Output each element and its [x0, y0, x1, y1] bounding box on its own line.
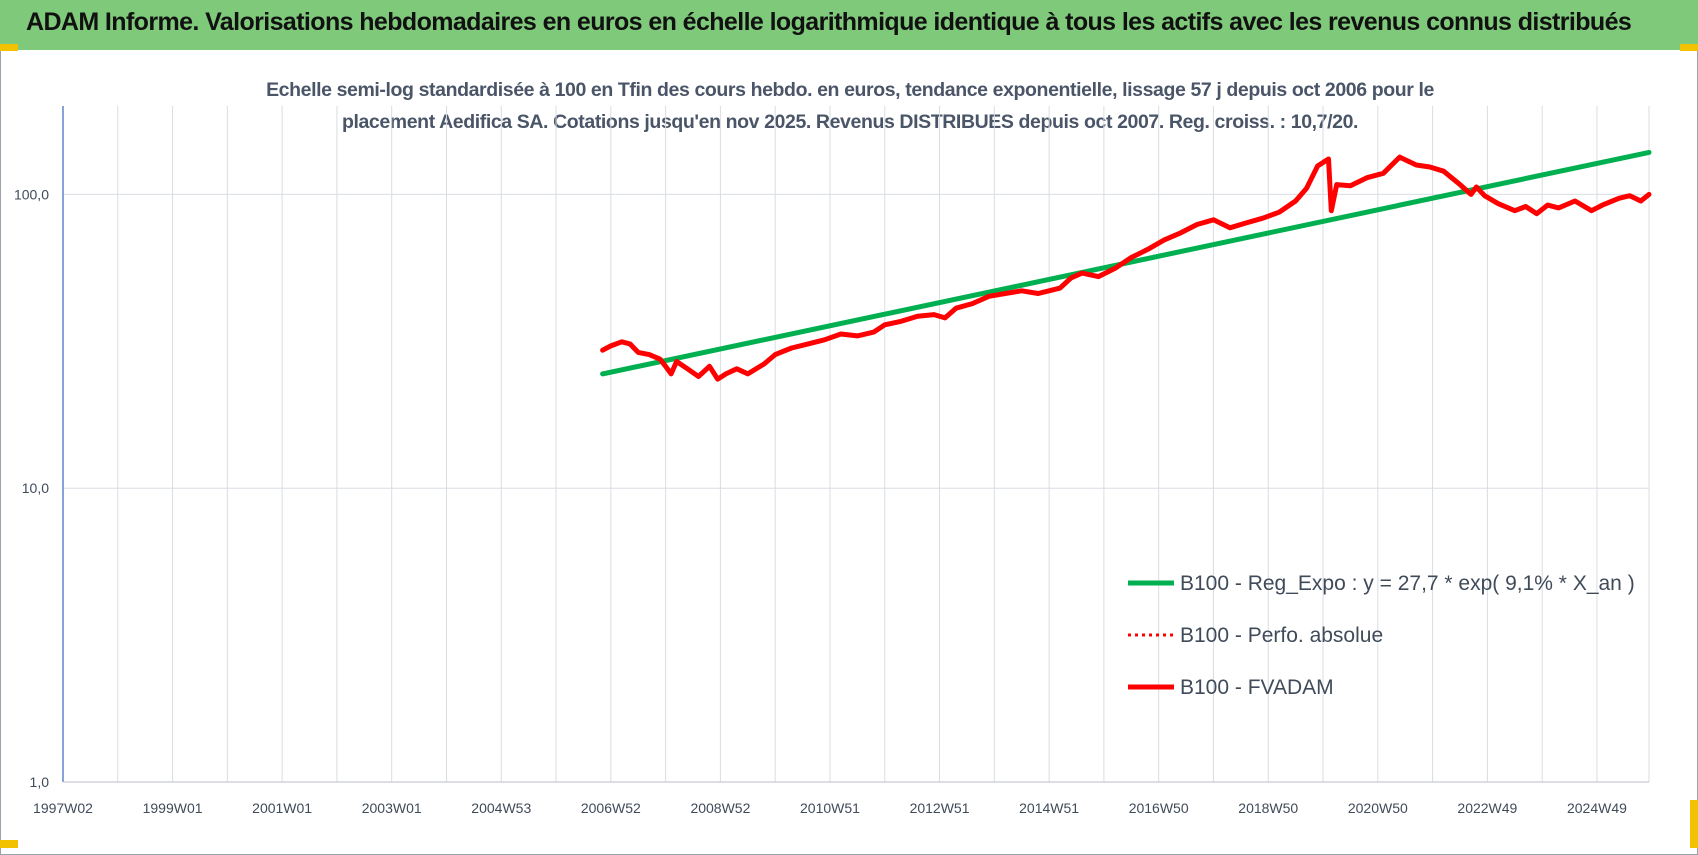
axes: 1997W02 1999W01 2001W01 2003W01 2004W53 2006W… — [14, 106, 1649, 816]
grid-lines — [62, 106, 1650, 783]
y-tick-label: 1,0 — [30, 774, 50, 790]
chart-title-line-1: Echelle semi-log standardisée à 100 en T… — [266, 79, 1434, 101]
x-tick-label: 2006W52 — [581, 800, 641, 816]
x-tick-label: 2012W51 — [910, 800, 970, 816]
x-tick-label: 1997W02 — [33, 800, 93, 816]
x-tick-label: 2020W50 — [1348, 800, 1408, 816]
series-layer — [600, 149, 1652, 382]
legend: B100 - Reg_Expo : y = 27,7 * exp( 9,1% *… — [1128, 572, 1635, 699]
legend-label-1: B100 - Reg_Expo : y = 27,7 * exp( 9,1% *… — [1180, 572, 1635, 595]
x-tick-label: 2010W51 — [800, 800, 860, 816]
corner-marker-top-left — [0, 44, 18, 51]
x-tick-label: 2008W52 — [690, 800, 750, 816]
banner-title: ADAM Informe. Valorisations hebdomadaire… — [26, 8, 1632, 36]
y-tick-label: 100,0 — [14, 186, 49, 202]
x-tick-label: 2014W51 — [1019, 800, 1079, 816]
x-tick-label: 2004W53 — [471, 800, 531, 816]
x-tick-label: 2001W01 — [252, 800, 312, 816]
legend-label-2: B100 - Perfo. absolue — [1180, 624, 1383, 647]
x-tick-label: 2003W01 — [362, 800, 422, 816]
title-banner: ADAM Informe. Valorisations hebdomadaire… — [0, 0, 1698, 50]
x-tick-label: 1999W01 — [143, 800, 203, 816]
corner-marker-top-right — [1680, 44, 1698, 51]
x-tick-label: 2022W49 — [1457, 800, 1517, 816]
x-tick-label: 2016W50 — [1129, 800, 1189, 816]
legend-label-3: B100 - FVADAM — [1180, 676, 1334, 699]
y-tick-label: 10,0 — [22, 480, 49, 496]
x-tick-label: 2018W50 — [1238, 800, 1298, 816]
series-line-3 — [600, 154, 1652, 382]
x-tick-label: 2024W49 — [1567, 800, 1627, 816]
corner-marker-bottom-right — [1690, 800, 1698, 848]
corner-marker-bottom-left — [0, 840, 18, 848]
